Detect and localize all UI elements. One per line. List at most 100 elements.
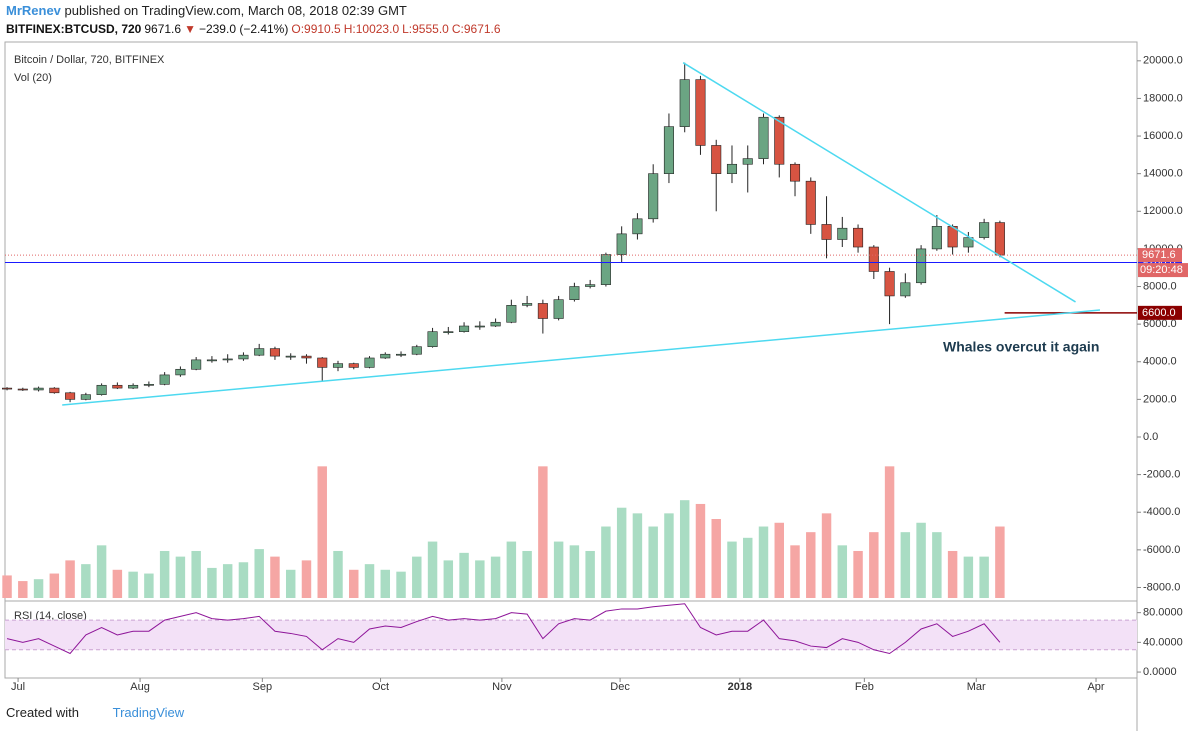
volume-bar: [947, 550, 958, 598]
volume-bar: [364, 564, 375, 598]
volume-bar: [664, 513, 674, 598]
x-tick-label: Apr: [1087, 681, 1104, 693]
candle-body: [585, 284, 596, 287]
candle-body: [648, 173, 659, 220]
price-box-label: 9671.6: [1142, 249, 1176, 261]
volume-bar: [538, 466, 548, 598]
volume-bar: [207, 567, 217, 598]
candle-body: [427, 331, 438, 348]
y-tick-label: -6000.0: [1143, 544, 1180, 556]
candle-body: [143, 384, 154, 386]
x-tick-label: Oct: [372, 681, 389, 693]
change: −239.0 (−2.41%): [198, 22, 289, 36]
volume-bar: [81, 564, 91, 598]
ohlc: H:10023.0: [343, 22, 400, 36]
y-tick-label: 2000.0: [1143, 393, 1177, 405]
candle-body: [837, 227, 848, 240]
candle-body: [490, 321, 501, 327]
trendline: [62, 309, 1101, 406]
candle-body: [459, 325, 470, 332]
y-tick-label: 4000.0: [1143, 356, 1177, 368]
volume-bar: [475, 560, 485, 598]
volume-bar: [569, 545, 580, 598]
candle-body: [900, 282, 911, 297]
x-tick-label: Aug: [130, 681, 150, 693]
volume-bar: [932, 532, 942, 598]
candle-body: [285, 355, 296, 358]
candle-body: [332, 363, 344, 368]
x-tick-label: Dec: [610, 681, 630, 693]
candle-body: [96, 384, 107, 395]
volume-bar: [632, 513, 643, 598]
volume-bar: [333, 550, 343, 598]
candle-body: [537, 303, 548, 319]
candle-body: [112, 384, 123, 389]
volume-bar: [49, 573, 60, 598]
y-tick-label: 8000.0: [1143, 280, 1177, 292]
volume-bar: [616, 507, 627, 598]
candle-body: [80, 394, 91, 400]
y-tick-label: -8000.0: [1143, 581, 1180, 593]
author[interactable]: MrRenev: [6, 3, 61, 18]
candle-body: [726, 163, 738, 174]
candle-body: [679, 79, 690, 127]
volume-bar: [884, 466, 895, 598]
x-tick-label: Mar: [967, 681, 986, 693]
volume-bar: [995, 526, 1005, 598]
published: published on TradingView.com, March 08, …: [64, 3, 407, 18]
candle-body: [821, 224, 832, 240]
volume-bar: [65, 560, 75, 598]
candle-body: [269, 348, 280, 357]
candle-body: [853, 227, 864, 248]
volume-bar: [506, 541, 517, 598]
volume-bar: [758, 526, 769, 598]
volume-bar: [853, 550, 863, 598]
rsi-tick-label: 40.0000: [1143, 636, 1183, 648]
price-box: [1138, 248, 1182, 263]
candle-body: [522, 303, 533, 306]
x-tick-label: Jul: [11, 681, 25, 693]
volume-bar: [18, 581, 28, 598]
volume-bar: [238, 562, 249, 598]
brand[interactable]: TradingView: [112, 705, 185, 720]
candle-body: [695, 79, 706, 146]
volume-bar: [380, 569, 391, 598]
rsi-tick-label: 80.0000: [1143, 607, 1183, 619]
volume-bar: [601, 526, 611, 598]
x-tick-label: Nov: [492, 681, 512, 693]
candle-body: [411, 346, 422, 355]
candle-body: [600, 254, 611, 285]
rsi-line: [6, 603, 1001, 655]
volume-bar: [349, 569, 359, 598]
candle-body: [2, 387, 13, 390]
volume-bar: [459, 552, 469, 598]
volume-bar: [711, 519, 721, 598]
publish-line: MrRenev published on TradingView.com, Ma…: [6, 3, 407, 18]
candle-body: [569, 286, 580, 300]
created: Created with: [6, 705, 79, 720]
candle-body: [65, 392, 76, 400]
volume-bar: [317, 466, 327, 598]
volume-bar: [743, 537, 753, 598]
countdown: 09:20:48: [1140, 264, 1183, 276]
volume-bar: [695, 503, 706, 598]
candle-body: [191, 359, 202, 370]
ohlc: C:9671.6: [451, 22, 501, 36]
candle-body: [49, 387, 60, 394]
candle-body: [128, 384, 139, 389]
volume-bar: [96, 545, 107, 598]
candle-body: [222, 358, 233, 361]
volume-bar: [222, 564, 233, 598]
candle-body: [616, 233, 627, 255]
candle-body: [396, 353, 407, 356]
candle-body: [931, 226, 942, 250]
candle-body: [443, 331, 454, 333]
volume-bar: [900, 532, 911, 598]
volume-bar: [254, 549, 264, 598]
y-tick-label: 14000.0: [1143, 168, 1183, 180]
x-tick-label: Sep: [253, 681, 273, 693]
x-tick-label: Feb: [855, 681, 874, 693]
candle-body: [380, 353, 391, 359]
candle-body: [506, 305, 517, 323]
candle-body: [175, 368, 186, 376]
